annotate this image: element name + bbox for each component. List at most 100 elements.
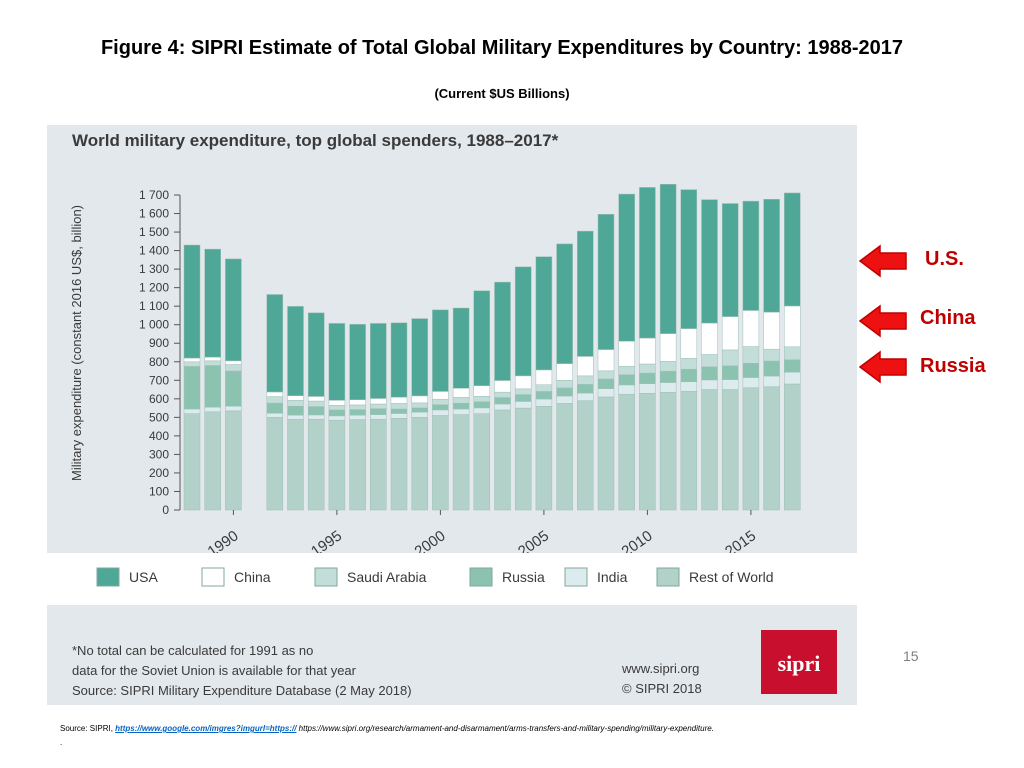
bar-segment-saudi-arabia xyxy=(390,403,408,410)
sipri-copyright: © SIPRI 2018 xyxy=(622,681,702,696)
bar-segment-china xyxy=(370,398,387,405)
bar-stack-2016 xyxy=(763,199,780,511)
bar-segment-russia xyxy=(701,366,718,381)
bar-segment-china xyxy=(225,360,242,365)
bar-segment-rest-of-world xyxy=(183,413,201,511)
bar-segment-india xyxy=(618,384,635,395)
bar-segment-saudi-arabia xyxy=(328,405,346,411)
bar-stack-2013 xyxy=(701,199,718,511)
bar-segment-russia xyxy=(287,405,304,416)
chart-title: World military expenditure, top global s… xyxy=(72,131,559,150)
bar-segment-rest-of-world xyxy=(721,389,739,511)
bar-segment-russia xyxy=(307,406,325,416)
sipri-logo xyxy=(761,630,837,694)
y-tick-label: 300 xyxy=(149,447,169,461)
y-tick-label: 1 300 xyxy=(139,262,169,276)
callout-china: China xyxy=(920,307,976,329)
bar-segment-rest-of-world xyxy=(597,396,615,511)
bar-segment-rest-of-world xyxy=(204,411,221,511)
bar-segment-usa xyxy=(204,248,221,358)
source-url-text: https://www.sipri.org/research/armament-… xyxy=(298,724,714,733)
bar-segment-saudi-arabia xyxy=(452,397,470,404)
bar-segment-india xyxy=(680,381,698,392)
footnote-line-2: data for the Soviet Union is available f… xyxy=(72,663,357,678)
bar-segment-china xyxy=(183,357,201,363)
bar-segment-india xyxy=(473,407,491,414)
bar-stack-2011 xyxy=(659,184,677,511)
bar-segment-usa xyxy=(680,189,698,329)
bar-segment-china xyxy=(432,391,449,400)
bar-segment-india xyxy=(370,414,387,420)
bar-segment-usa xyxy=(784,192,801,307)
callout-us: U.S. xyxy=(925,248,964,270)
bar-segment-saudi-arabia xyxy=(535,384,553,392)
bar-segment-usa xyxy=(535,256,553,371)
bar-stack-2006 xyxy=(556,243,573,511)
bar-segment-china xyxy=(618,340,635,367)
bar-segment-india xyxy=(784,371,801,385)
bar-segment-rest-of-world xyxy=(680,391,698,511)
bar-segment-russia xyxy=(411,407,428,413)
bar-segment-rest-of-world xyxy=(432,415,449,511)
bar-segment-saudi-arabia xyxy=(618,365,635,375)
bar-segment-saudi-arabia xyxy=(597,370,615,380)
bar-segment-india xyxy=(721,379,739,390)
legend-label: Saudi Arabia xyxy=(347,569,427,585)
bar-segment-usa xyxy=(701,199,718,324)
bar-segment-india xyxy=(204,406,221,413)
bar-segment-saudi-arabia xyxy=(514,388,532,395)
bar-segment-china xyxy=(763,311,780,350)
y-tick-label: 200 xyxy=(149,466,169,480)
bar-segment-india xyxy=(556,395,573,404)
bar-stack-1999 xyxy=(411,318,428,511)
bar-segment-rest-of-world xyxy=(639,393,656,511)
bar-stack-2014 xyxy=(721,203,739,511)
bar-segment-india xyxy=(266,413,284,418)
bar-segment-china xyxy=(494,380,511,393)
source-label: Source: SIPRI, xyxy=(60,724,113,733)
bar-segment-russia xyxy=(535,391,553,400)
bar-segment-india xyxy=(432,409,449,416)
russia-arrow-icon xyxy=(858,350,907,384)
y-tick-label: 500 xyxy=(149,410,169,424)
bar-segment-china xyxy=(411,395,428,404)
bar-segment-saudi-arabia xyxy=(680,357,698,370)
bar-segment-usa xyxy=(432,309,449,392)
bar-stack-2012 xyxy=(680,189,698,511)
bar-segment-china xyxy=(659,333,677,362)
bar-segment-india xyxy=(639,383,656,394)
bar-segment-usa xyxy=(494,281,511,381)
bar-segment-usa xyxy=(721,203,739,317)
legend-swatch xyxy=(201,567,225,587)
bar-segment-russia xyxy=(784,359,801,373)
legend-label: Russia xyxy=(502,569,545,585)
bar-segment-rest-of-world xyxy=(370,418,387,511)
bar-segment-russia xyxy=(370,408,387,415)
bar-segment-saudi-arabia xyxy=(701,354,718,368)
bar-segment-china xyxy=(473,385,491,397)
source-link[interactable]: https://www.google.com/imgres?imgurl=htt… xyxy=(115,724,297,733)
bar-segment-russia xyxy=(452,403,470,410)
bar-segment-india xyxy=(763,375,780,388)
bar-segment-rest-of-world xyxy=(349,419,366,511)
bar-segment-usa xyxy=(763,199,780,313)
bar-segment-india xyxy=(183,408,201,414)
legend-label: USA xyxy=(129,569,158,585)
bar-segment-usa xyxy=(266,294,284,393)
bar-stack-1994 xyxy=(307,312,325,511)
bar-segment-usa xyxy=(473,290,491,386)
bar-segment-usa xyxy=(659,184,677,334)
bar-segment-rest-of-world xyxy=(287,418,304,511)
bar-segment-saudi-arabia xyxy=(763,348,780,362)
bar-segment-rest-of-world xyxy=(390,418,408,511)
bar-segment-rest-of-world xyxy=(742,387,760,511)
bar-segment-saudi-arabia xyxy=(784,346,801,360)
bar-segment-china xyxy=(721,316,739,351)
bar-segment-russia xyxy=(577,384,594,394)
bar-segment-rest-of-world xyxy=(328,419,346,511)
bar-segment-china xyxy=(784,305,801,348)
bar-segment-usa xyxy=(411,318,428,397)
bar-segment-rest-of-world xyxy=(266,417,284,511)
bar-segment-india xyxy=(349,414,366,420)
legend-swatch xyxy=(96,567,120,587)
